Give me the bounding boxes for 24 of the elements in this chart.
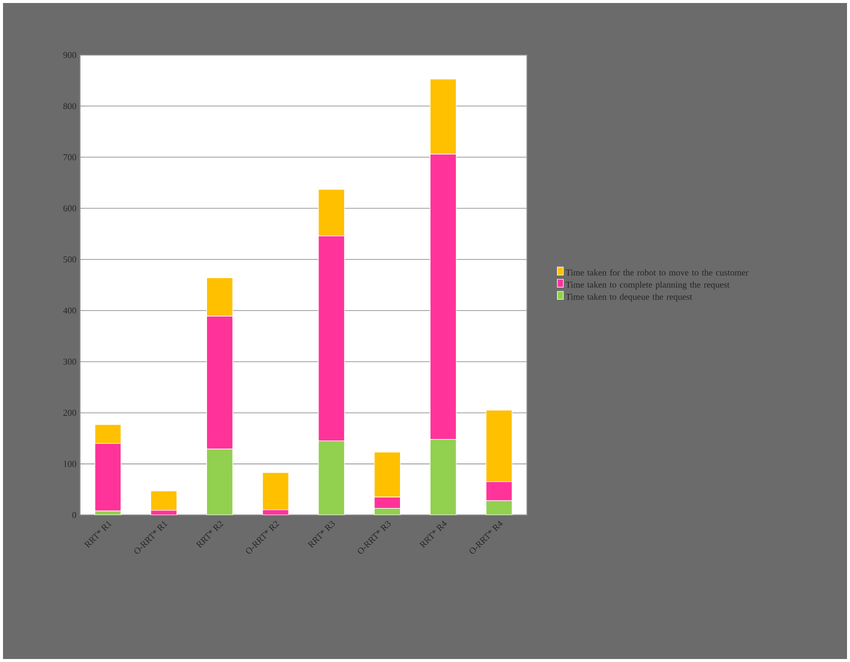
bar: [318, 236, 345, 442]
y-tick-label: 300: [63, 358, 76, 365]
bar: [374, 452, 401, 498]
y-tick-label: 600: [63, 205, 76, 212]
bar: [150, 490, 178, 511]
y-tick-label: 200: [63, 410, 76, 416]
legend-label: Time taken to dequeue the request: [566, 294, 692, 302]
bar: [206, 278, 233, 316]
legend-label: Time taken for the robot to move to the customer: [566, 269, 748, 276]
y-tick-label: 400: [63, 308, 76, 314]
y-tick-label: 900: [63, 52, 76, 58]
bar: [206, 316, 233, 450]
bar: [318, 189, 345, 236]
legend-label: Time taken to complete planning the request: [566, 281, 730, 290]
y-tick-label: 0: [72, 512, 76, 518]
bar: [486, 481, 512, 501]
bar: [374, 496, 401, 509]
y-tick-label: 700: [64, 154, 76, 160]
bar: [94, 443, 122, 512]
bar: [262, 472, 289, 510]
y-tick-label: 800: [63, 103, 76, 110]
y-tick-label: 500: [64, 256, 76, 262]
y-tick-label: 100: [64, 460, 76, 467]
bar: [430, 154, 456, 440]
